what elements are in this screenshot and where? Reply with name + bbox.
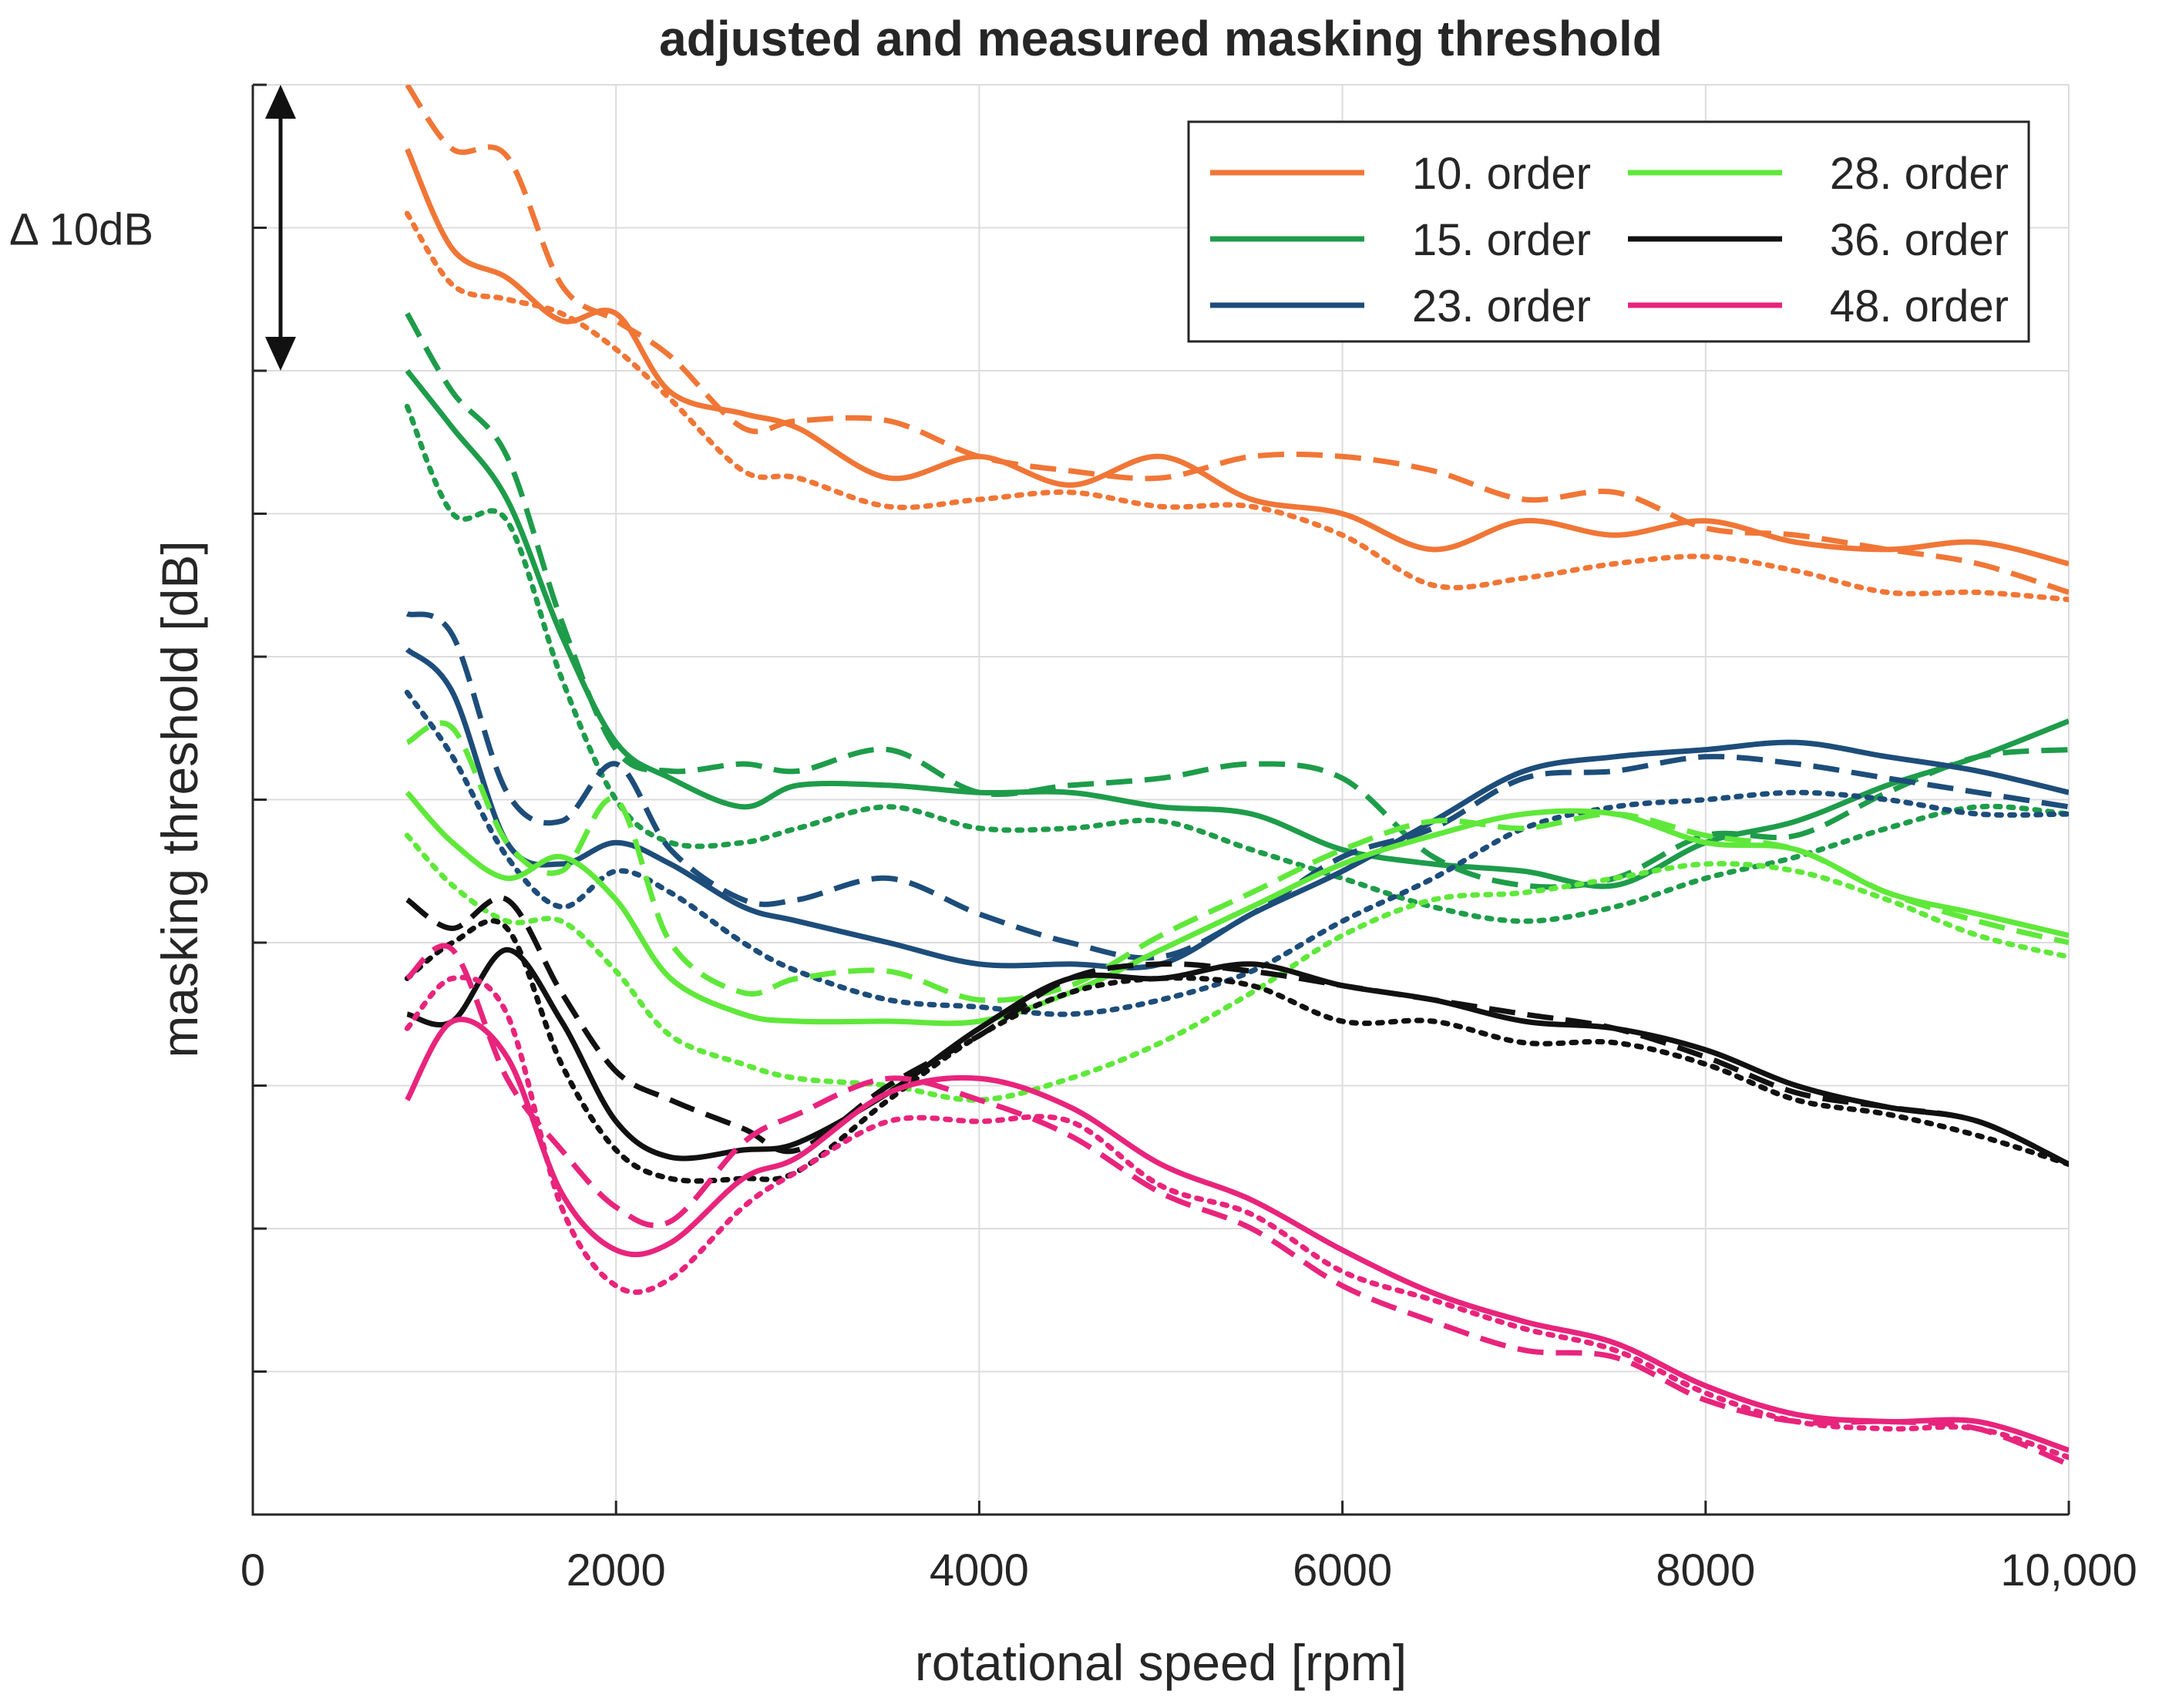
series-line-order-23-dashed <box>405 610 2069 961</box>
legend-label-order-15: 15. order <box>1412 215 1591 265</box>
x-tick-label: 8000 <box>1656 1545 1755 1595</box>
series-lines <box>404 85 2069 1468</box>
series-line-order-28-dotted <box>404 832 2069 1103</box>
legend-label-order-23: 23. order <box>1412 281 1591 331</box>
legend-label-order-10: 10. order <box>1412 149 1591 199</box>
y-axis-label: masking threshold [dB] <box>151 540 208 1057</box>
legend-label-order-48: 48. order <box>1830 281 2009 331</box>
series-line-order-15-solid <box>405 368 2069 889</box>
delta-10db-annotation: Δ 10dB <box>9 85 296 371</box>
series-line-order-23-solid <box>405 647 2069 971</box>
series-line-order-48-dotted <box>404 974 2069 1461</box>
series-line-order-36-solid <box>406 946 2069 1167</box>
delta-label: Δ 10dB <box>9 205 153 255</box>
series-line-order-28-dashed <box>405 720 2069 1004</box>
series-line-order-15-dotted <box>404 403 2069 924</box>
series-line-order-48-dashed <box>405 943 2069 1468</box>
series-line-order-36-dotted <box>404 918 2069 1184</box>
x-tick-label: 0 <box>240 1545 265 1595</box>
x-tick-label: 10,000 <box>2000 1545 2137 1595</box>
x-tick-label: 2000 <box>567 1545 666 1595</box>
arrow-up-icon <box>265 85 296 119</box>
x-tick-label: 4000 <box>930 1545 1029 1595</box>
series-line-order-23-dotted <box>404 689 2069 1017</box>
series-line-order-10-dashed <box>405 85 2069 595</box>
series-line-order-36-dashed <box>405 895 2069 1167</box>
tick-marks <box>251 83 2070 1516</box>
series-line-order-10-dotted <box>404 210 2069 603</box>
legend-label-order-28: 28. order <box>1830 149 2009 199</box>
series-line-order-15-dashed <box>405 312 2069 890</box>
x-tick-label: 6000 <box>1293 1545 1392 1595</box>
series-line-order-48-solid <box>405 1017 2069 1453</box>
legend: 10. order 15. order 23. order 28. order 36. … <box>1187 120 2030 343</box>
legend-label-order-36: 36. order <box>1830 215 2009 265</box>
x-axis-label: rotational speed [rpm] <box>915 1634 1407 1691</box>
x-tick-labels: 0 2000 4000 6000 8000 10,000 <box>240 1545 2137 1595</box>
arrow-down-icon <box>265 337 296 371</box>
chart-title: adjusted and measured masking threshold <box>659 11 1663 66</box>
